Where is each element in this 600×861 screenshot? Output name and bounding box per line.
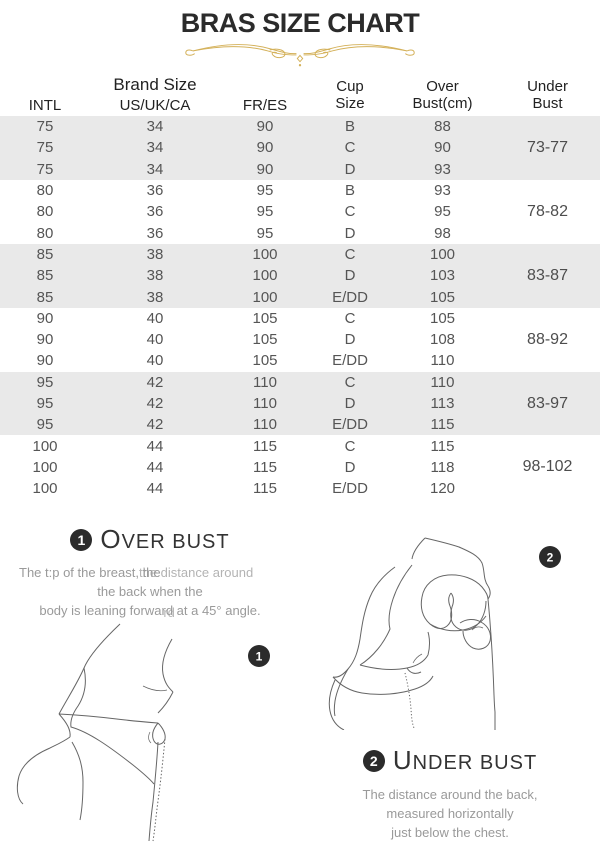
svg-text:1: 1 bbox=[256, 650, 263, 664]
svg-text:2: 2 bbox=[547, 551, 554, 565]
